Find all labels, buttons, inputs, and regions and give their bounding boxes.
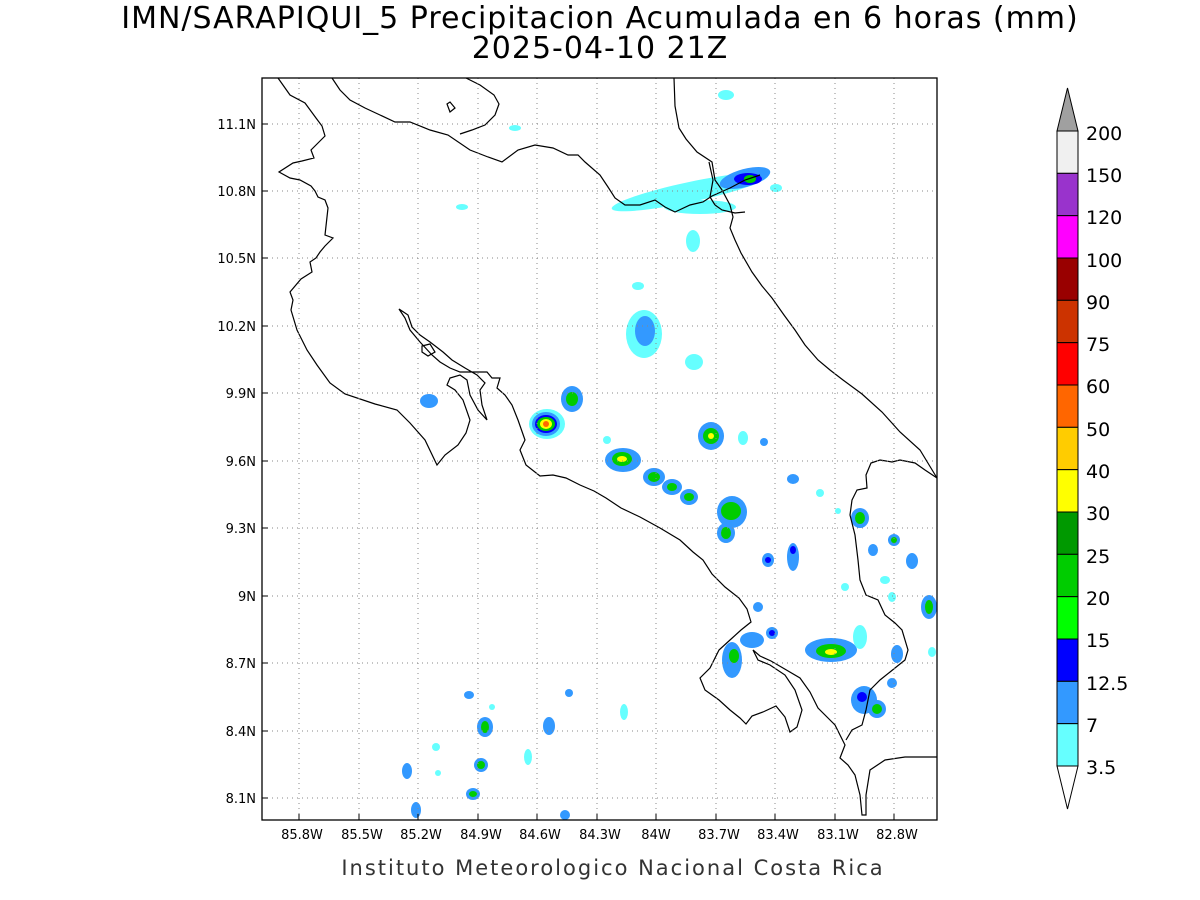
legend-label: 7 <box>1086 715 1098 737</box>
footer-credit: Instituto Meteorologico Nacional Costa R… <box>341 856 885 880</box>
legend-color-box <box>1056 215 1079 259</box>
x-tick-label: 85.8W <box>281 828 323 843</box>
legend-color-box <box>1056 553 1079 598</box>
legend-label: 15 <box>1086 630 1110 652</box>
legend-color-box <box>1056 638 1079 682</box>
x-tick-label: 83.1W <box>817 828 859 843</box>
legend-label: 3.5 <box>1086 757 1116 779</box>
y-tick-label: 8.4N <box>226 725 256 740</box>
legend-label: 50 <box>1086 419 1110 441</box>
legend-color-box <box>1056 342 1079 386</box>
x-tick-label: 85.5W <box>341 828 383 843</box>
y-tick-label: 9N <box>238 590 256 605</box>
x-tick-labels: 85.8W 85.5W 85.2W 84.9W 84.6W 84.3W 84W … <box>281 828 918 843</box>
legend-color-box <box>1056 469 1079 513</box>
map-date: 2025-04-10 21Z <box>471 31 729 66</box>
rain-cell-north-band <box>611 90 782 252</box>
legend-color-box <box>1056 130 1079 174</box>
legend-labels: 200 150 120 100 90 75 60 50 40 30 25 20 … <box>1086 123 1128 779</box>
precipitation-field <box>402 90 937 820</box>
y-tick-label: 9.9N <box>226 387 256 402</box>
y-tick-label: 8.7N <box>226 657 256 672</box>
y-tick-label: 10.5N <box>217 252 256 267</box>
x-tick-label: 85.2W <box>400 828 442 843</box>
legend-color-boxes <box>1056 130 1079 767</box>
rain-cell-central <box>626 282 703 370</box>
legend-color-box <box>1056 257 1079 301</box>
x-tick-label: 84.6W <box>519 828 561 843</box>
legend-label: 25 <box>1086 546 1110 568</box>
x-tick-label: 84W <box>641 828 671 843</box>
legend-color-box <box>1056 384 1079 428</box>
y-tick-label: 10.8N <box>217 185 256 200</box>
y-tick-labels: 11.1N 10.8N 10.5N 10.2N 9.9N 9.6N 9.3N 9… <box>217 118 256 807</box>
legend-label: 12.5 <box>1086 673 1128 695</box>
y-tick-label: 11.1N <box>217 118 256 133</box>
legend-label: 40 <box>1086 461 1110 483</box>
legend-label: 120 <box>1086 207 1122 229</box>
x-tick-label: 83.7W <box>698 828 740 843</box>
grid-lines <box>262 78 937 820</box>
x-tick-label: 83.4W <box>757 828 799 843</box>
coastlines <box>277 77 938 816</box>
legend-label: 150 <box>1086 165 1122 187</box>
legend-under-arrow <box>1056 765 1079 810</box>
map-title: IMN/SARAPIQUI_5 Precipitacion Acumulada … <box>121 1 1079 36</box>
y-tick-label: 9.6N <box>226 455 256 470</box>
legend-color-box <box>1056 596 1079 640</box>
legend-label: 75 <box>1086 334 1110 356</box>
color-legend: 200 150 120 100 90 75 60 50 40 30 25 20 … <box>1056 87 1128 810</box>
y-tick-label: 10.2N <box>217 320 256 335</box>
x-tick-label: 82.8W <box>876 828 918 843</box>
legend-label: 30 <box>1086 503 1110 525</box>
legend-label: 100 <box>1086 250 1122 272</box>
legend-label: 90 <box>1086 292 1110 314</box>
legend-over-arrow <box>1056 87 1079 132</box>
y-tick-label: 8.1N <box>226 792 256 807</box>
legend-color-box <box>1056 723 1079 767</box>
legend-label: 200 <box>1086 123 1122 145</box>
legend-color-box <box>1056 299 1079 344</box>
axis-ticks <box>262 123 895 820</box>
y-tick-label: 9.3N <box>226 522 256 537</box>
legend-label: 20 <box>1086 588 1110 610</box>
legend-color-box <box>1056 426 1079 471</box>
x-tick-label: 84.9W <box>460 828 502 843</box>
x-tick-label: 84.3W <box>579 828 621 843</box>
legend-color-box <box>1056 511 1079 555</box>
legend-color-box <box>1056 680 1079 725</box>
legend-color-box <box>1056 172 1079 217</box>
map-frame <box>261 77 938 821</box>
legend-label: 60 <box>1086 376 1110 398</box>
